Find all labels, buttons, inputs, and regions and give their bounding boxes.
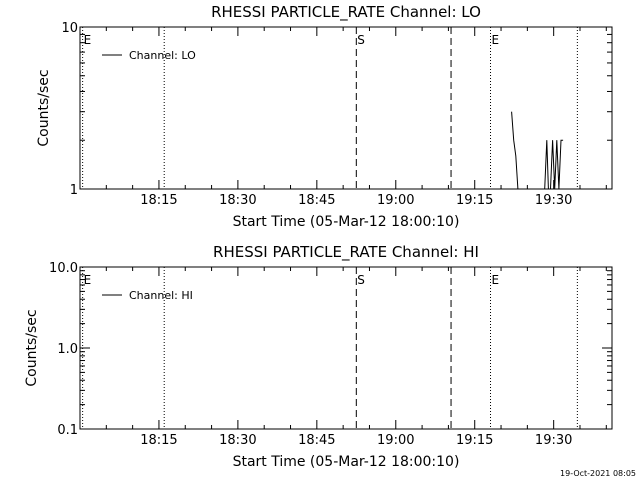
- panel-1-y-tick-label: 1: [70, 183, 78, 198]
- panel-2-y-axis-label: Counts/sec: [24, 309, 40, 386]
- panel-1-x-tick-label: 19:30: [535, 193, 572, 208]
- panel-1-title: RHESSI PARTICLE_RATE Channel: LO: [211, 3, 481, 22]
- panel-2-x-tick-label: 19:15: [456, 433, 493, 448]
- panel-2-title: RHESSI PARTICLE_RATE Channel: HI: [213, 243, 479, 262]
- panel-2-y-tick-label: 1.0: [57, 342, 78, 357]
- panel-2-x-tick-label: 19:00: [377, 433, 414, 448]
- panel-1-plot-frame: [79, 26, 613, 190]
- panel-1-event-marker-label: E: [84, 33, 92, 47]
- panel-2-x-tick-label: 18:30: [219, 433, 256, 448]
- panel-1-event-marker-label: E: [492, 33, 500, 47]
- panel-1-x-tick-label: 18:45: [298, 193, 335, 208]
- panel-2-event-marker-label: S: [357, 273, 365, 287]
- panel-2-legend-label: Channel: HI: [129, 289, 193, 302]
- panel-2-y-tick-label: 0.1: [57, 423, 78, 438]
- panel-2-x-axis-label: Start Time (05-Mar-12 18:00:10): [233, 454, 460, 470]
- panel-1-series-line: [511, 111, 564, 190]
- panel-1-legend-label: Channel: LO: [129, 49, 196, 62]
- panel-2-x-tick-label: 19:30: [535, 433, 572, 448]
- panel-1-event-marker-label: S: [357, 33, 365, 47]
- panel-1-x-tick-label: 19:00: [377, 193, 414, 208]
- panel-2-event-marker-label: E: [492, 273, 500, 287]
- panel-1-y-axis-label: Counts/sec: [36, 69, 52, 146]
- panel-1-x-axis-label: Start Time (05-Mar-12 18:00:10): [233, 214, 460, 230]
- footer-timestamp: 19-Oct-2021 08:05: [560, 469, 636, 478]
- panel-1-y-tick-label: 10: [61, 21, 78, 36]
- panel-2-y-tick-label: 10.0: [49, 261, 78, 276]
- panel-1-x-tick-label: 18:30: [219, 193, 256, 208]
- panel-2-x-tick-label: 18:15: [140, 433, 177, 448]
- panel-2-x-tick-label: 18:45: [298, 433, 335, 448]
- panel-1-x-tick-label: 18:15: [140, 193, 177, 208]
- panel-1-x-tick-label: 19:15: [456, 193, 493, 208]
- panel-2-event-marker-label: E: [84, 273, 92, 287]
